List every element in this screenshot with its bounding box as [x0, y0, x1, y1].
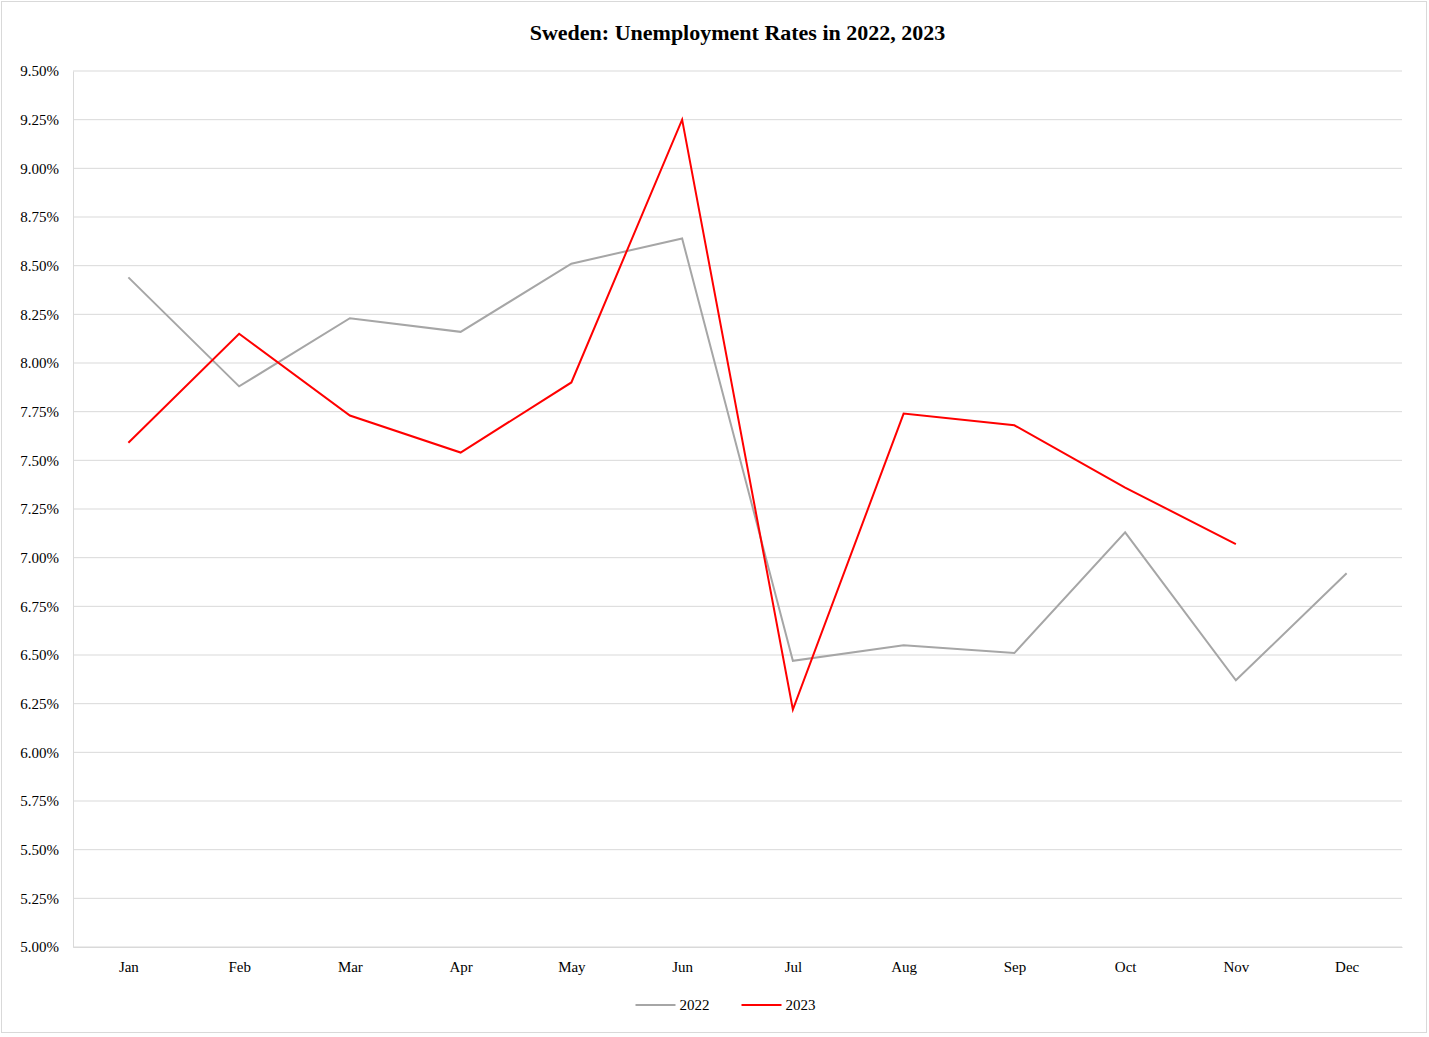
y-tick-label: 5.75% [20, 793, 59, 809]
y-tick: 8.25% [20, 307, 73, 323]
x-axis: Jan Feb Mar Apr May Jun Jul Aug Sep Oct Nov Dec [74, 947, 1403, 975]
x-tick: Jul [785, 947, 803, 975]
y-tick-label: 5.50% [20, 842, 59, 858]
y-tick: 5.25% [20, 891, 73, 907]
y-axis: 5.00% 5.25% 5.50% 5.75% 6.00% 6.25% 6.50% 6.75%… [20, 63, 73, 955]
x-tick: Feb [228, 947, 251, 975]
x-tick: May [558, 947, 586, 975]
y-tick-label: 6.00% [20, 745, 59, 761]
y-tick-label: 6.50% [20, 647, 59, 663]
x-tick-label: May [558, 959, 586, 975]
x-tick-label: Nov [1223, 959, 1249, 975]
y-tick: 5.00% [20, 939, 73, 955]
y-tick: 7.00% [20, 550, 73, 566]
y-tick: 8.75% [20, 209, 73, 225]
x-tick-label: Jul [785, 959, 803, 975]
y-tick: 5.50% [20, 842, 73, 858]
y-tick-label: 7.50% [20, 453, 59, 469]
x-tick-label: Feb [228, 959, 251, 975]
grid-line [73, 801, 1402, 802]
grid-line [73, 460, 1402, 461]
legend-label: 2023 [786, 997, 816, 1013]
grid [73, 71, 1402, 947]
x-tick-label: Jun [672, 959, 693, 975]
x-tick-label: Oct [1115, 959, 1137, 975]
y-tick: 6.00% [20, 745, 73, 761]
y-tick-label: 7.75% [20, 404, 59, 420]
legend-swatch [636, 1004, 676, 1006]
x-axis-line [74, 947, 1403, 948]
y-tick: 7.25% [20, 501, 73, 517]
grid-line [73, 655, 1402, 656]
y-tick-label: 8.25% [20, 307, 59, 323]
grid-line [73, 752, 1402, 753]
grid-line [73, 217, 1402, 218]
series-line [128, 120, 1236, 710]
x-tick: Mar [338, 947, 363, 975]
y-tick-label: 8.75% [20, 209, 59, 225]
plot-area [128, 120, 1346, 710]
x-tick: Aug [891, 947, 917, 975]
x-tick: Oct [1115, 947, 1137, 975]
y-tick-label: 8.50% [20, 258, 59, 274]
legend: 2022 2023 [636, 997, 816, 1013]
legend-swatch [742, 1004, 782, 1006]
y-tick: 8.00% [20, 355, 73, 371]
x-tick-label: Apr [449, 959, 472, 975]
x-tick: Nov [1223, 947, 1249, 975]
x-tick: Apr [449, 947, 472, 975]
grid-line [73, 947, 1402, 948]
y-tick: 6.25% [20, 696, 73, 712]
chart-frame [2, 2, 1427, 1033]
grid-line [73, 703, 1402, 704]
y-tick-label: 5.00% [20, 939, 59, 955]
x-tick: Dec [1335, 947, 1359, 975]
grid-line [73, 265, 1402, 266]
legend-label: 2022 [680, 997, 710, 1013]
y-tick-label: 9.00% [20, 161, 59, 177]
y-tick: 9.00% [20, 161, 73, 177]
y-tick: 7.50% [20, 453, 73, 469]
y-tick: 6.75% [20, 599, 73, 615]
y-tick-label: 7.00% [20, 550, 59, 566]
y-tick: 5.75% [20, 793, 73, 809]
y-tick-label: 6.25% [20, 696, 59, 712]
y-tick: 7.75% [20, 404, 73, 420]
y-tick-label: 5.25% [20, 891, 59, 907]
y-tick-label: 6.75% [20, 599, 59, 615]
grid-line [73, 363, 1402, 364]
x-tick-label: Sep [1004, 959, 1027, 975]
y-tick-label: 9.50% [20, 63, 59, 79]
x-tick: Sep [1004, 947, 1027, 975]
y-tick-label: 8.00% [20, 355, 59, 371]
x-tick-label: Jan [119, 959, 139, 975]
chart-title: Sweden: Unemployment Rates in 2022, 2023 [530, 20, 946, 45]
grid-line [73, 168, 1402, 169]
grid-line [73, 71, 1402, 72]
grid-line [73, 119, 1402, 120]
y-tick: 9.25% [20, 112, 73, 128]
y-tick: 6.50% [20, 647, 73, 663]
y-tick-label: 9.25% [20, 112, 59, 128]
x-tick: Jun [672, 947, 693, 975]
y-tick: 8.50% [20, 258, 73, 274]
x-tick-label: Aug [891, 959, 917, 975]
grid-line [73, 509, 1402, 510]
grid-line [73, 314, 1402, 315]
grid-line [73, 557, 1402, 558]
x-tick-label: Dec [1335, 959, 1359, 975]
y-tick: 9.50% [20, 63, 73, 79]
chart: Sweden: Unemployment Rates in 2022, 2023… [0, 0, 1429, 1037]
grid-line [73, 606, 1402, 607]
y-tick-label: 7.25% [20, 501, 59, 517]
grid-line [73, 849, 1402, 850]
series-line [128, 238, 1346, 680]
y-axis-line [73, 72, 74, 948]
grid-line [73, 898, 1402, 899]
x-tick-label: Mar [338, 959, 363, 975]
x-tick: Jan [119, 947, 139, 975]
